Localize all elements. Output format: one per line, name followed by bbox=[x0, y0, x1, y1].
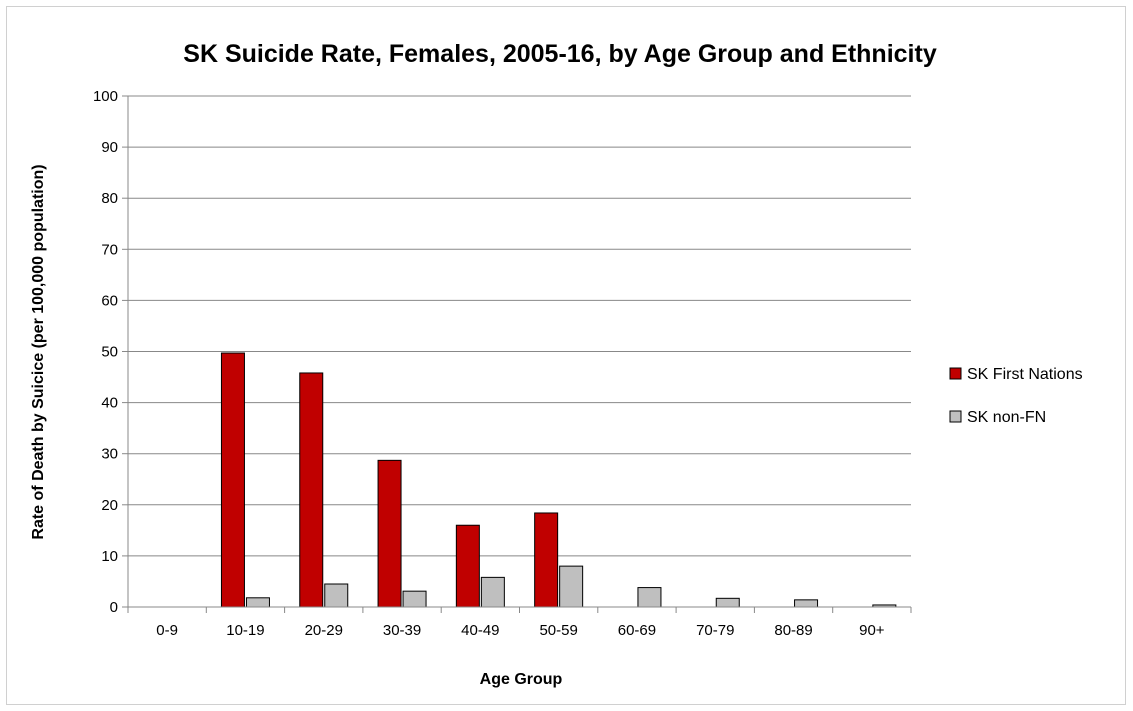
x-tick-label: 0-9 bbox=[156, 622, 178, 639]
legend-swatch bbox=[949, 367, 962, 380]
bar-first-nations-10-19 bbox=[220, 352, 245, 608]
bar-first-nations-40-49 bbox=[455, 524, 480, 608]
bar-first-nations-30-39 bbox=[377, 459, 402, 608]
bar-first-nations-20-29 bbox=[299, 372, 324, 608]
axes bbox=[122, 95, 912, 613]
bar-non-fn-80-89 bbox=[794, 599, 819, 608]
x-axis-title: Age Group bbox=[480, 671, 563, 688]
x-tick-label: 90+ bbox=[859, 622, 885, 639]
y-axis-title: Rate of Death by Suicice (per 100,000 po… bbox=[30, 164, 47, 539]
bars bbox=[220, 352, 897, 608]
y-tick-label: 20 bbox=[101, 497, 118, 514]
x-tick-label: 30-39 bbox=[383, 622, 421, 639]
x-tick-labels: 0-9 10-19 20-29 30-39 40-49 50-59 60-69 70-79 80… bbox=[156, 622, 885, 639]
legend-label: SK First Nations bbox=[967, 366, 1083, 383]
bar-non-fn-50-59 bbox=[559, 565, 584, 608]
chart-title: SK Suicide Rate, Females, 2005-16, by Ag… bbox=[183, 40, 937, 68]
bar-non-fn-10-19 bbox=[245, 597, 270, 608]
y-tick-label: 30 bbox=[101, 446, 118, 463]
x-tick-label: 60-69 bbox=[618, 622, 656, 639]
y-tick-label: 40 bbox=[101, 395, 118, 412]
x-tick-label: 20-29 bbox=[305, 622, 343, 639]
y-tick-label: 0 bbox=[110, 599, 118, 616]
y-tick-labels: 0 10 20 30 40 50 60 70 80 90 100 bbox=[93, 88, 118, 616]
bar-non-fn-20-29 bbox=[324, 583, 349, 608]
x-tick-label: 50-59 bbox=[539, 622, 577, 639]
bar-non-fn-30-39 bbox=[402, 590, 427, 608]
x-tick-label: 70-79 bbox=[696, 622, 734, 639]
legend: SK First Nations SK non-FN bbox=[949, 366, 1083, 426]
gridlines bbox=[128, 95, 911, 557]
y-tick-label: 50 bbox=[101, 344, 118, 361]
y-tick-label: 80 bbox=[101, 190, 118, 207]
y-tick-label: 90 bbox=[101, 139, 118, 156]
y-tick-label: 60 bbox=[101, 292, 118, 309]
legend-swatch bbox=[949, 410, 962, 423]
y-tick-label: 100 bbox=[93, 88, 118, 105]
y-tick-label: 70 bbox=[101, 241, 118, 258]
bar-non-fn-60-69 bbox=[637, 587, 662, 608]
bar-non-fn-40-49 bbox=[480, 576, 505, 608]
bar-non-fn-70-79 bbox=[715, 597, 740, 608]
bar-first-nations-50-59 bbox=[534, 512, 559, 608]
x-tick-label: 40-49 bbox=[461, 622, 499, 639]
x-tick-label: 10-19 bbox=[226, 622, 264, 639]
y-tick-label: 10 bbox=[101, 548, 118, 565]
legend-label: SK non-FN bbox=[967, 409, 1046, 426]
x-tick-label: 80-89 bbox=[774, 622, 812, 639]
